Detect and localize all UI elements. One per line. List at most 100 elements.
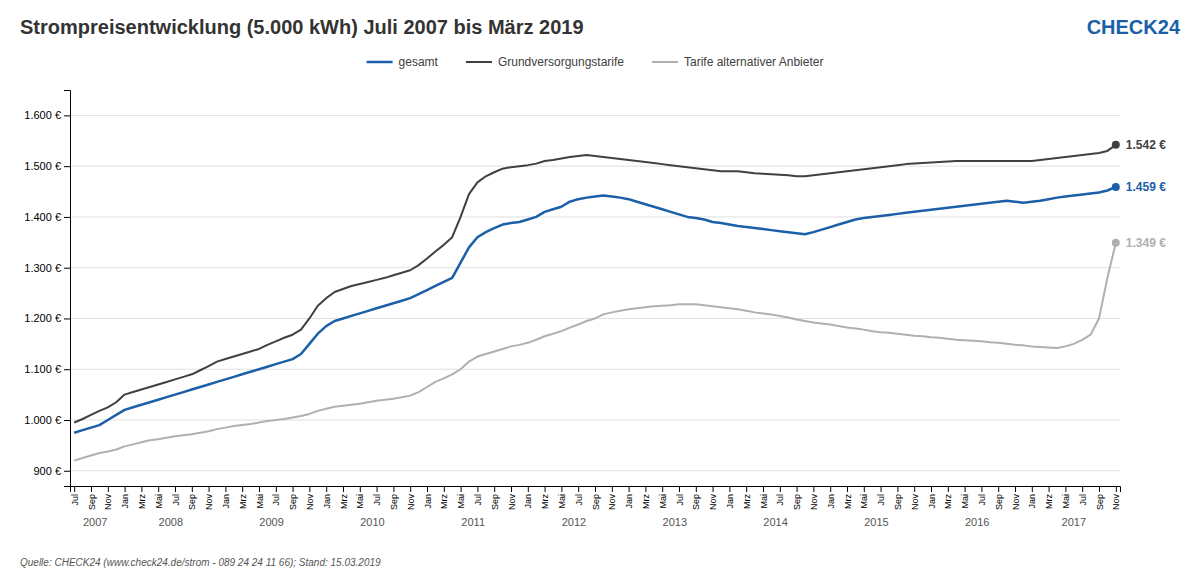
x-tick-mark: [662, 486, 663, 492]
x-tick-mark: [511, 486, 512, 492]
x-tick-label: Sep: [792, 494, 802, 510]
x-tick-mark: [1049, 486, 1050, 492]
x-tick-label: Jan: [120, 494, 130, 509]
x-tick: Nov: [406, 486, 416, 510]
y-axis-line: [64, 91, 71, 487]
x-tick-mark: [847, 486, 848, 492]
y-tick-label: 1.000 €: [24, 414, 61, 426]
x-tick-mark: [444, 486, 445, 492]
x-tick: Mai: [557, 486, 567, 509]
source: Quelle: CHECK24 (www.check24.de/strom - …: [20, 557, 381, 568]
y-tick: 1.500 €: [24, 160, 70, 172]
x-tick: Jan: [322, 486, 332, 509]
y-axis: 900 €1.000 €1.100 €1.200 €1.300 €1.400 €…: [24, 91, 70, 487]
x-tick-label: Jul: [271, 494, 281, 506]
x-tick: Jul: [70, 486, 80, 506]
x-tick-label: Jul: [171, 494, 181, 506]
x-tick: Sep: [87, 486, 97, 510]
x-tick-mark: [981, 486, 982, 492]
x-tick-label: Mai: [557, 494, 567, 509]
year-label: 2007: [83, 516, 107, 528]
y-tick: 1.000 €: [24, 414, 70, 426]
x-tick-label: Sep: [691, 494, 701, 510]
x-tick-mark: [427, 486, 428, 492]
y-tick: 1.200 €: [24, 312, 70, 324]
x-tick: Jan: [1027, 486, 1037, 509]
year-label: 2008: [159, 516, 183, 528]
x-tick: Sep: [490, 486, 500, 510]
x-tick: Jul: [372, 486, 382, 506]
x-tick-label: Jan: [624, 494, 634, 509]
x-tick: Nov: [1011, 486, 1021, 510]
year-label: 2010: [360, 516, 384, 528]
x-tick: Mai: [960, 486, 970, 509]
x-tick: Nov: [305, 486, 315, 510]
x-tick-mark: [1015, 486, 1016, 492]
x-tick-mark: [679, 486, 680, 492]
x-tick: Jan: [927, 486, 937, 509]
legend-swatch: [652, 61, 678, 63]
x-tick-mark: [1099, 486, 1100, 492]
year-label: 2009: [259, 516, 283, 528]
x-tick: Mrz: [339, 486, 349, 509]
x-tick-label: Mrz: [137, 494, 147, 509]
year-label: 2017: [1062, 516, 1086, 528]
year-label: 2015: [864, 516, 888, 528]
x-tick: Mai: [658, 486, 668, 509]
y-tick: 900 €: [33, 465, 70, 477]
x-tick-label: Jan: [221, 494, 231, 509]
x-tick: Jan: [624, 486, 634, 509]
x-tick-label: Jul: [977, 494, 987, 506]
year-label: 2012: [562, 516, 586, 528]
x-tick: Mrz: [843, 486, 853, 509]
x-tick-mark: [1082, 486, 1083, 492]
x-tick: Jul: [574, 486, 584, 506]
x-tick-mark: [545, 486, 546, 492]
x-tick-mark: [948, 486, 949, 492]
x-tick-label: Sep: [893, 494, 903, 510]
x-tick-label: Mrz: [339, 494, 349, 509]
x-tick: Sep: [893, 486, 903, 510]
x-tick: Mai: [456, 486, 466, 509]
y-tick-label: 1.400 €: [24, 211, 61, 223]
x-tick-mark: [141, 486, 142, 492]
y-tick-label: 1.600 €: [24, 109, 61, 121]
year-label: 2014: [763, 516, 787, 528]
x-tick: Nov: [204, 486, 214, 510]
x-tick-mark: [410, 486, 411, 492]
plot: 900 €1.000 €1.100 €1.200 €1.300 €1.400 €…: [24, 91, 1166, 529]
y-tick-mark: [64, 166, 70, 167]
chart: Strompreisentwicklung (5.000 kWh) Juli 2…: [0, 0, 1200, 574]
x-tick-mark: [494, 486, 495, 492]
x-tick-mark: [763, 486, 764, 492]
x-tick-label: Sep: [389, 494, 399, 510]
x-tick: Nov: [708, 486, 718, 510]
x-tick: Sep: [792, 486, 802, 510]
x-tick-mark: [813, 486, 814, 492]
y-tick-mark: [64, 471, 70, 472]
y-tick-mark: [64, 268, 70, 269]
x-tick-label: Nov: [1011, 494, 1021, 511]
x-tick: Jul: [775, 486, 785, 506]
x-tick-mark: [242, 486, 243, 492]
x-tick-label: Sep: [994, 494, 1004, 510]
x-tick-label: Jul: [473, 494, 483, 506]
y-tick: 1.100 €: [24, 363, 70, 375]
x-tick-label: Jan: [322, 494, 332, 509]
x-tick: Jul: [171, 486, 181, 506]
x-tick-mark: [259, 486, 260, 492]
x-tick-mark: [276, 486, 277, 492]
x-tick-label: Mai: [859, 494, 869, 509]
x-tick: Mai: [859, 486, 869, 509]
x-tick-label: Mrz: [238, 494, 248, 509]
x-tick-mark: [897, 486, 898, 492]
x-tick: Jan: [423, 486, 433, 509]
x-tick-mark: [729, 486, 730, 492]
y-tick-label: 1.100 €: [24, 363, 61, 375]
x-tick: Jan: [120, 486, 130, 509]
end-point: [1112, 239, 1120, 247]
x-tick-label: Sep: [187, 494, 197, 510]
x-tick-label: Jul: [574, 494, 584, 506]
x-tick-label: Mai: [154, 494, 164, 509]
x-tick: Sep: [389, 486, 399, 510]
